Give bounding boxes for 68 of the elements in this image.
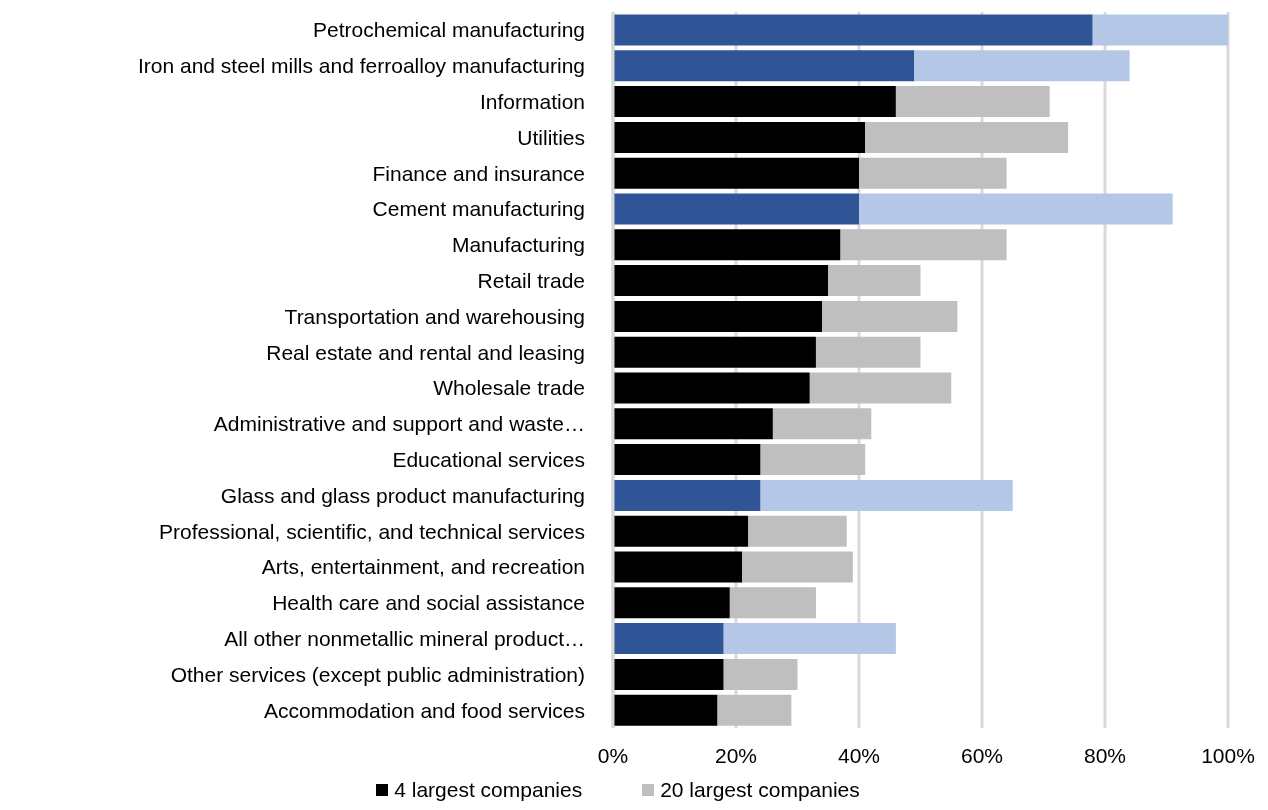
- bar: [822, 300, 958, 332]
- x-tick-label: 20%: [714, 743, 758, 767]
- bar: [742, 551, 853, 583]
- bar: [717, 694, 792, 726]
- bar: [865, 121, 1069, 153]
- bar: [613, 265, 829, 297]
- y-tick-label: All other nonmetallic mineral product…: [224, 626, 585, 650]
- y-tick-label: Petrochemical manufacturing: [313, 18, 585, 42]
- bar: [613, 336, 816, 368]
- bar: [859, 157, 1007, 189]
- bar: [613, 50, 915, 82]
- y-tick-label: Wholesale trade: [433, 376, 585, 400]
- bar: [859, 193, 1173, 225]
- y-tick-label: Cement manufacturing: [372, 197, 585, 221]
- legend-label: 4 largest companies: [394, 778, 583, 802]
- y-tick-label: Administrative and support and waste…: [213, 412, 585, 436]
- y-tick-label: Accommodation and food services: [264, 698, 585, 722]
- bar: [613, 86, 896, 118]
- bar: [613, 408, 773, 440]
- y-tick-label: Other services (except public administration): [170, 662, 585, 686]
- bar: [723, 623, 896, 655]
- bar: [613, 157, 859, 189]
- bar: [613, 479, 761, 511]
- x-tick-label: 60%: [960, 743, 1004, 767]
- bar: [613, 14, 1093, 46]
- bar: [613, 444, 761, 476]
- bar: [748, 515, 847, 547]
- y-tick-label: Finance and insurance: [372, 161, 585, 185]
- y-tick-label: Retail trade: [477, 268, 585, 292]
- bar: [613, 694, 718, 726]
- y-tick-label: Arts, entertainment, and recreation: [261, 555, 585, 579]
- y-tick-label: Health care and social assistance: [272, 591, 585, 615]
- y-tick-label: Iron and steel mills and ferroalloy manufacturing: [137, 54, 585, 78]
- bar: [613, 623, 724, 655]
- x-tick-label: 40%: [837, 743, 881, 767]
- bar: [809, 372, 952, 404]
- bar: [772, 408, 872, 440]
- y-tick-label: Educational services: [392, 447, 585, 471]
- x-tick-label: 0%: [597, 743, 629, 767]
- bar: [1092, 14, 1228, 46]
- bar: [723, 658, 798, 690]
- y-tick-label: Information: [479, 89, 585, 113]
- x-tick-label: 80%: [1083, 743, 1127, 767]
- bar: [613, 300, 823, 332]
- y-tick-label: Glass and glass product manufacturing: [220, 483, 585, 507]
- bar: [613, 658, 724, 690]
- bar: [729, 587, 816, 619]
- x-tick-label: 100%: [1201, 743, 1255, 767]
- bar: [760, 444, 866, 476]
- bar: [760, 479, 1013, 511]
- y-tick-label: Manufacturing: [451, 233, 585, 257]
- legend-label: 20 largest companies: [660, 778, 860, 802]
- bar: [613, 551, 743, 583]
- bar: [895, 86, 1050, 118]
- y-tick-label: Professional, scientific, and technical services: [158, 519, 585, 543]
- bar: [828, 265, 921, 297]
- y-tick-label: Real estate and rental and leasing: [266, 340, 585, 364]
- bar: [613, 121, 866, 153]
- bar: [613, 372, 810, 404]
- y-tick-label: Transportation and warehousing: [284, 304, 585, 328]
- bar: [840, 229, 1007, 261]
- bar: [613, 515, 749, 547]
- bar: [613, 229, 841, 261]
- y-tick-label: Utilities: [517, 125, 585, 149]
- bar: [914, 50, 1130, 82]
- bar: [815, 336, 921, 368]
- bar: [613, 587, 730, 619]
- bar: [613, 193, 859, 225]
